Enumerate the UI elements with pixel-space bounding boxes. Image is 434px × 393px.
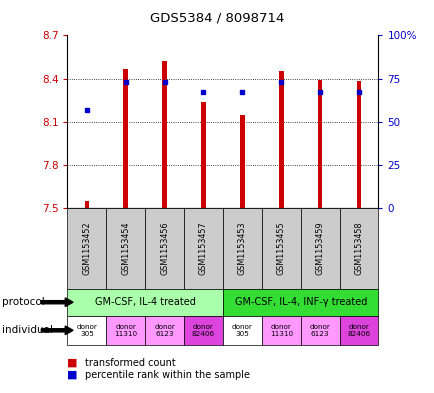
Bar <box>300 316 339 345</box>
Bar <box>339 316 378 345</box>
Bar <box>278 72 283 208</box>
Bar <box>356 81 361 208</box>
Bar <box>240 115 244 208</box>
Bar <box>67 316 106 345</box>
Bar <box>339 208 378 289</box>
Bar <box>261 316 300 345</box>
Text: donor
11310: donor 11310 <box>269 324 292 337</box>
Text: GSM1153459: GSM1153459 <box>315 222 324 275</box>
Text: protocol: protocol <box>2 297 45 307</box>
Text: donor
6123: donor 6123 <box>309 324 330 337</box>
Text: GSM1153455: GSM1153455 <box>276 222 285 275</box>
Text: transformed count: transformed count <box>85 358 175 368</box>
Text: GDS5384 / 8098714: GDS5384 / 8098714 <box>150 11 284 24</box>
Text: GM-CSF, IL-4 treated: GM-CSF, IL-4 treated <box>95 297 195 307</box>
Bar <box>222 289 378 316</box>
Text: GSM1153458: GSM1153458 <box>354 222 363 275</box>
Bar <box>84 201 89 208</box>
Text: GSM1153454: GSM1153454 <box>121 222 130 275</box>
Bar <box>145 316 184 345</box>
Text: GSM1153456: GSM1153456 <box>160 222 169 275</box>
Text: GSM1153453: GSM1153453 <box>237 222 247 275</box>
Text: ■: ■ <box>67 369 78 380</box>
Text: ■: ■ <box>67 358 78 368</box>
Bar <box>201 102 205 208</box>
Bar <box>317 80 322 208</box>
Bar <box>67 208 106 289</box>
Bar <box>300 208 339 289</box>
Text: GM-CSF, IL-4, INF-γ treated: GM-CSF, IL-4, INF-γ treated <box>234 297 366 307</box>
Bar <box>222 208 261 289</box>
Text: donor
305: donor 305 <box>231 324 252 337</box>
Bar <box>162 61 167 208</box>
Text: percentile rank within the sample: percentile rank within the sample <box>85 369 249 380</box>
Text: donor
11310: donor 11310 <box>114 324 137 337</box>
Bar <box>123 68 128 208</box>
Text: donor
82406: donor 82406 <box>191 324 214 337</box>
Text: GSM1153457: GSM1153457 <box>198 222 207 275</box>
Bar <box>67 289 222 316</box>
Bar <box>222 316 261 345</box>
Bar <box>106 208 145 289</box>
Bar <box>184 316 222 345</box>
Bar <box>261 208 300 289</box>
Bar <box>106 316 145 345</box>
Bar <box>145 208 184 289</box>
Text: donor
6123: donor 6123 <box>154 324 174 337</box>
Bar <box>184 208 222 289</box>
Text: GSM1153452: GSM1153452 <box>82 222 91 275</box>
Text: donor
305: donor 305 <box>76 324 97 337</box>
Text: individual: individual <box>2 325 53 335</box>
Text: donor
82406: donor 82406 <box>347 324 370 337</box>
